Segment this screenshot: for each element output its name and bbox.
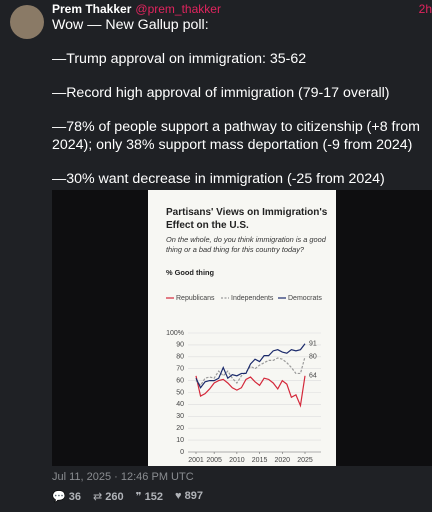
quote-count: 152 [144, 491, 163, 503]
paragraph: —Trump approval on immigration: 35-62 [52, 51, 307, 67]
y-tick-label: 70 [176, 366, 184, 373]
like-count: 897 [184, 490, 203, 502]
y-tick-label: 50 [176, 389, 184, 396]
y-tick-label: 60 [176, 377, 184, 384]
replies[interactable]: 💬 36 [52, 491, 82, 503]
author[interactable]: Prem Thakker @prem_thakker [52, 2, 221, 16]
likes[interactable]: ♥ 897 [175, 490, 203, 502]
series-line [195, 375, 306, 408]
x-tick-label: 2005 [206, 457, 222, 464]
y-tick-label: 20 [176, 425, 184, 432]
paragraph: —30% want decrease in immigration (-25 f… [52, 171, 385, 187]
y-tick-label: 100% [166, 330, 184, 337]
avatar[interactable] [10, 5, 44, 39]
quotes[interactable]: ❞ 152 [135, 491, 163, 503]
y-tick-label: 30 [176, 413, 184, 420]
series-line [195, 356, 306, 387]
chart: Partisans' Views on Immigration's Effect… [148, 190, 336, 466]
y-axis-label: % Good thing [166, 268, 215, 277]
legend-label: Republicans [176, 295, 215, 302]
paragraph: —78% of people support a pathway to citi… [52, 119, 420, 153]
x-tick-label: 2020 [275, 457, 291, 464]
reply-count: 36 [68, 491, 82, 503]
handle[interactable]: @prem_thakker [135, 2, 221, 16]
retweets[interactable]: ⇄ 260 [93, 491, 124, 503]
x-tick-label: 2015 [252, 457, 268, 464]
plot: Republicans Independents Democrats 0 10 20 30 4… [166, 295, 322, 464]
x-tick-label: 2025 [297, 457, 313, 464]
y-tick-label: 80 [176, 354, 184, 361]
y-tick-label: 90 [176, 342, 184, 349]
series-line [195, 343, 306, 389]
retweet-count: 260 [105, 491, 124, 503]
time[interactable]: 2h [418, 2, 432, 16]
date[interactable]: Jul 11, 2025 · 12:46 PM UTC [52, 471, 194, 483]
end-label: 80 [309, 354, 317, 361]
x-tick-label: 2001 [188, 457, 204, 464]
paragraph: —Record high approval of immigration (79… [52, 85, 390, 101]
stats: 💬 36 ⇄ 260 ❞ 152 ♥ 897 [52, 490, 203, 503]
legend-label: Democrats [288, 295, 322, 302]
end-label: 91 [309, 341, 317, 348]
y-tick-label: 10 [176, 437, 184, 444]
y-tick-label: 0 [180, 449, 184, 456]
author-name[interactable]: Prem Thakker [52, 2, 132, 16]
paragraph: Wow — New Gallup poll: [52, 17, 209, 33]
y-tick-label: 40 [176, 401, 184, 408]
chart-title: Partisans' Views on Immigration's Effect… [166, 207, 328, 231]
tweet-text: Wow — New Gallup poll: —Trump approval on… [52, 16, 424, 204]
end-label: 64 [309, 373, 317, 380]
chart-subtitle: On the whole, do you think immigration i… [166, 235, 326, 254]
x-tick-label: 2010 [229, 457, 245, 464]
legend-label: Independents [231, 295, 274, 302]
